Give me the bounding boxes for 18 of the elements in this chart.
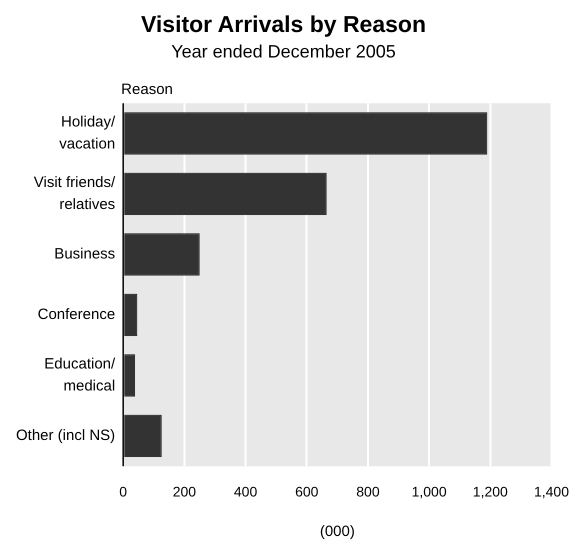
y-tick-label: Conference <box>38 306 116 324</box>
x-tick-label: 1,000 <box>412 483 447 500</box>
y-tick-label: Holiday/ vacation <box>59 114 116 152</box>
y-axis-title: Reason <box>121 80 173 98</box>
x-tick-label: 1,200 <box>472 483 508 500</box>
chart-subtitle: Year ended December 2005 <box>171 41 396 62</box>
x-tick-label: 400 <box>234 483 258 500</box>
x-tick-label: 600 <box>295 483 319 500</box>
x-axis-title: (000) <box>320 523 355 540</box>
y-tick-label: Education/ medical <box>44 356 116 394</box>
chart-title: Visitor Arrivals by Reason <box>140 11 426 38</box>
y-tick-label: Other (incl NS) <box>16 427 116 444</box>
x-tick-label: 200 <box>172 483 196 500</box>
x-tick-label: 0 <box>119 483 128 500</box>
y-tick-label: Business <box>54 246 116 263</box>
x-tick-label: 800 <box>356 483 380 500</box>
y-tick-label: Visit friends/ relatives <box>34 174 116 213</box>
x-tick-label: 1,400 <box>534 483 570 500</box>
